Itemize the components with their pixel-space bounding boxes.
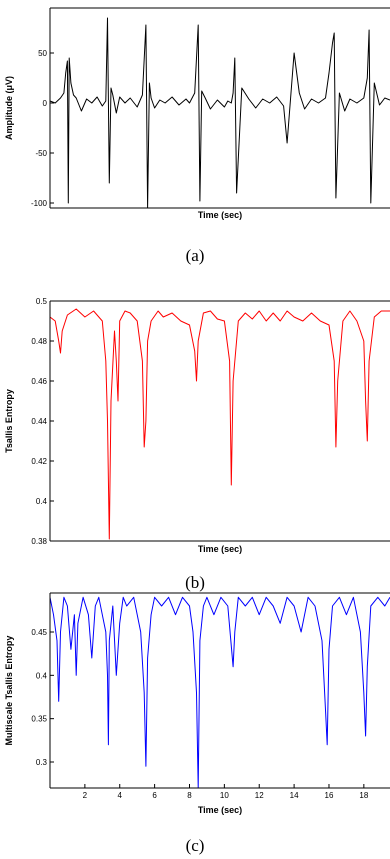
amplitude-chart: -100 -50 0 50 Time (sec) Amplitude (μV) [4,7,390,220]
x-axis-label: Time (sec) [198,210,242,220]
y-tick-label: 0.48 [31,337,47,346]
y-tick-label: 0.5 [36,297,48,306]
x-tick-label: 2 [83,791,88,800]
x-tick-label: 6 [152,791,157,800]
series-line-0 [49,308,390,540]
y-tick-label: 50 [38,49,47,58]
x-tick-label: 10 [220,791,229,800]
y-tick-label: 0.4 [36,671,48,680]
y-tick-label: 0.46 [31,377,47,386]
y-tick-label: -100 [31,199,48,208]
x-tick-label: 8 [187,791,192,800]
tsallis-entropy-chart: 0.38 0.4 0.42 0.44 0.46 0.48 0.5 Time (sec) Tsal… [4,297,390,554]
x-tick-label: 18 [359,791,368,800]
x-axis-label: Time (sec) [198,544,242,554]
y-tick-label: 0.45 [31,628,47,637]
series-line-0 [49,17,390,209]
y-axis-label: Amplitude (μV) [4,76,14,140]
x-tick-label: 4 [118,791,123,800]
y-tick-label: -50 [35,149,47,158]
x-tick-label: 16 [325,791,334,800]
caption-b: (b) [185,573,205,592]
x-axis-label: Time (sec) [198,805,242,815]
y-tick-label: 0.3 [36,758,48,767]
caption-c: (c) [185,836,205,855]
x-tick-label: 14 [290,791,299,800]
y-tick-label: 0.42 [31,457,47,466]
y-axis-label: Multiscale Tsallis Entropy [4,636,14,746]
x-tick-label: 12 [255,791,264,800]
series-line-0 [49,596,390,789]
y-tick-label: 0 [43,99,48,108]
y-tick-label: 0.38 [31,537,47,546]
y-tick-label: 0.44 [31,417,47,426]
caption-a: (a) [185,246,205,265]
multiscale-tsallis-entropy-chart: 0.3 0.35 0.4 0.45 2 4 6 8 10 12 14 16 18 Time (sec) Mu… [4,592,390,815]
y-tick-label: 0.35 [31,715,47,724]
y-tick-label: 0.4 [36,497,48,506]
y-axis-label: Tsallis Entropy [4,389,14,453]
